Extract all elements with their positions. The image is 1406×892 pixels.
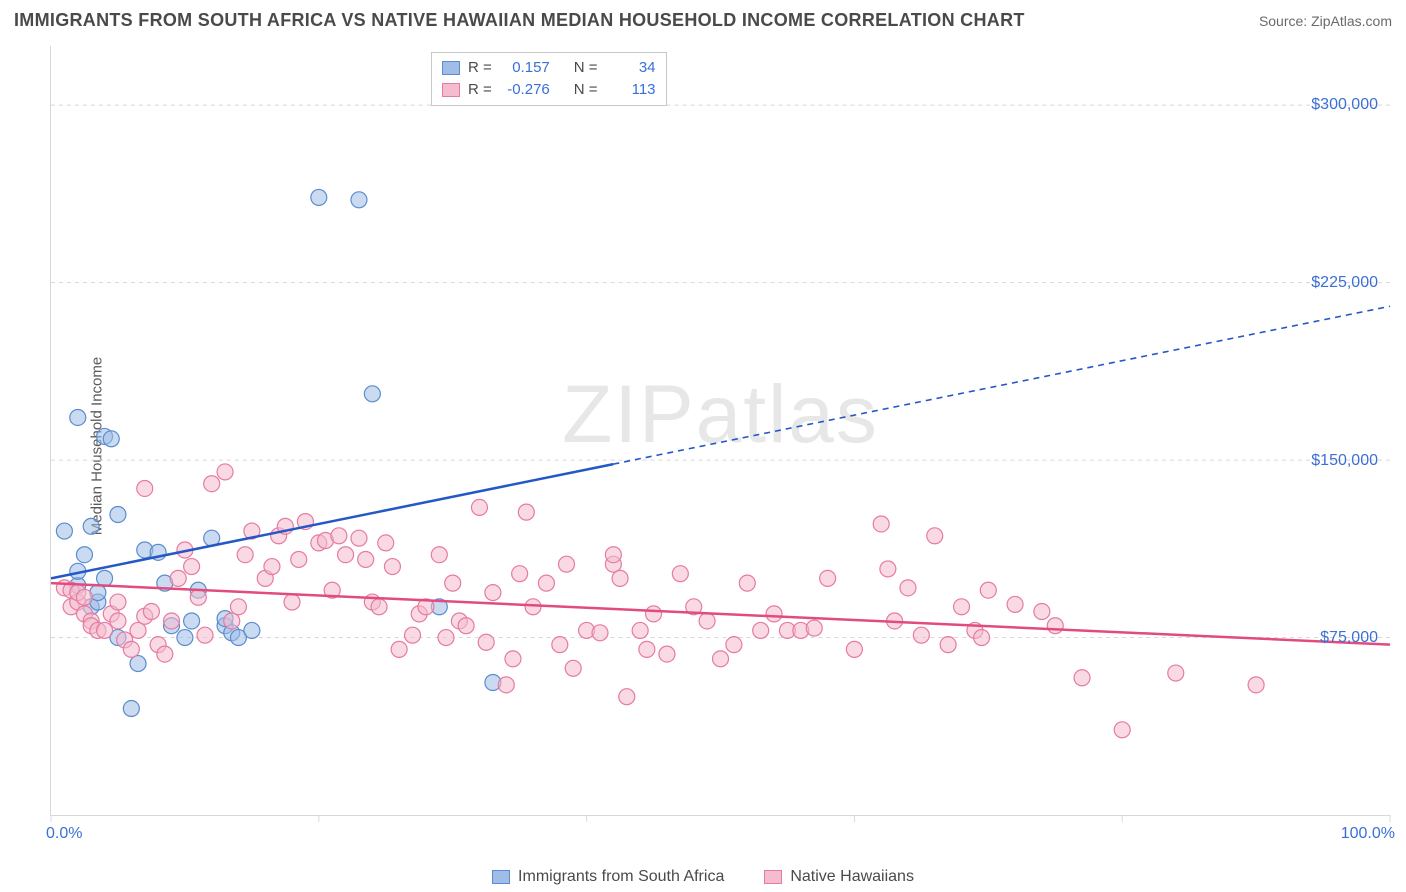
stats-n-label: N =	[574, 57, 598, 79]
plot-area: ZIPatlas $75,000$150,000$225,000$300,000…	[50, 46, 1390, 816]
y-tick-label: $150,000	[1311, 452, 1378, 470]
source-attribution: Source: ZipAtlas.com	[1259, 13, 1392, 29]
stats-row-nh: R = -0.276 N = 113	[442, 79, 656, 101]
swatch-sa	[442, 61, 460, 75]
swatch-nh	[442, 83, 460, 97]
stats-n-nh: 113	[606, 79, 656, 101]
legend-item-sa: Immigrants from South Africa	[492, 868, 724, 886]
stats-r-nh: -0.276	[500, 79, 550, 101]
y-tick-label: $75,000	[1320, 629, 1378, 647]
legend-swatch-nh	[764, 870, 782, 884]
chart-header: IMMIGRANTS FROM SOUTH AFRICA VS NATIVE H…	[14, 10, 1392, 31]
legend-swatch-sa	[492, 870, 510, 884]
chart-svg	[51, 46, 1390, 815]
legend-item-nh: Native Hawaiians	[764, 868, 914, 886]
legend-label-sa: Immigrants from South Africa	[518, 868, 724, 886]
stats-row-sa: R = 0.157 N = 34	[442, 57, 656, 79]
stats-r-label: R =	[468, 57, 492, 79]
y-tick-label: $225,000	[1311, 274, 1378, 292]
stats-r-label2: R =	[468, 79, 492, 101]
stats-r-sa: 0.157	[500, 57, 550, 79]
y-tick-label: $300,000	[1311, 96, 1378, 114]
chart-title: IMMIGRANTS FROM SOUTH AFRICA VS NATIVE H…	[14, 10, 1025, 31]
stats-legend-box: R = 0.157 N = 34 R = -0.276 N = 113	[431, 52, 667, 106]
x-axis-label-min: 0.0%	[46, 825, 82, 843]
x-axis-label-max: 100.0%	[1341, 825, 1395, 843]
stats-n-label2: N =	[574, 79, 598, 101]
legend-label-nh: Native Hawaiians	[790, 868, 914, 886]
stats-n-sa: 34	[606, 57, 656, 79]
bottom-legend: Immigrants from South Africa Native Hawa…	[0, 868, 1406, 886]
